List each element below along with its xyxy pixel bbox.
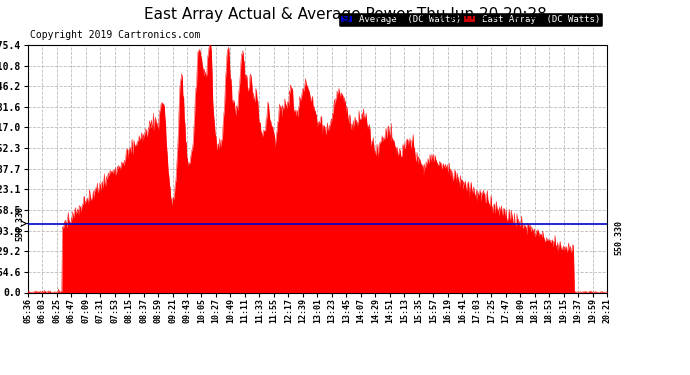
Text: Copyright 2019 Cartronics.com: Copyright 2019 Cartronics.com: [30, 30, 201, 40]
Text: 550.330: 550.330: [16, 206, 25, 241]
Legend: Average  (DC Watts), East Array  (DC Watts): Average (DC Watts), East Array (DC Watts…: [338, 12, 602, 27]
Text: East Array Actual & Average Power Thu Jun 20 20:28: East Array Actual & Average Power Thu Ju…: [144, 8, 546, 22]
